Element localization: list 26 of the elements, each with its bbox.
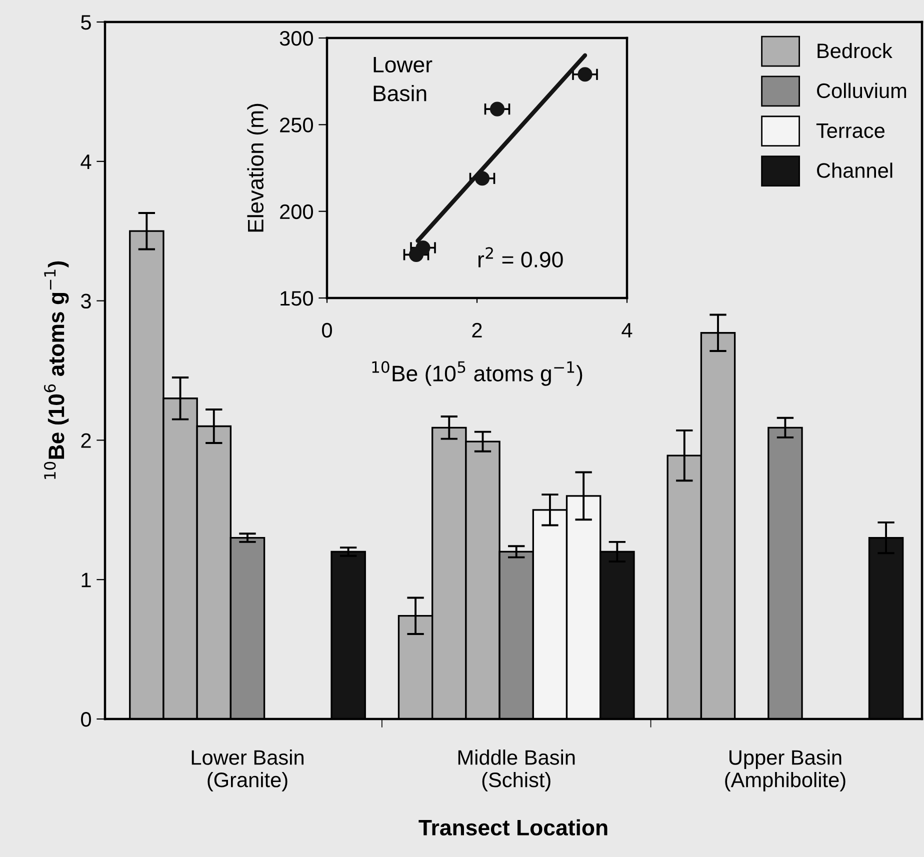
x-tick-label: Lower Basin (Granite) [192,750,304,792]
x-axis-title: $^{10}$Be (10$^{5}$ atoms g$^{−1}$) [372,361,582,386]
y-tick-label: 300 [280,31,313,46]
annotation: Lower Basin [374,57,432,102]
x-tick-label: 4 [622,323,632,338]
y-axis-title: $^{10}$Be (10$^{6}$ atoms g$^{−1}$) [44,261,69,479]
y-tick-label: 5 [81,15,91,30]
x-tick-label: 0 [322,322,332,338]
x-tick-label: Upper Basin (Amphibolite) [725,750,846,792]
y-tick-label: 3 [81,294,91,309]
x-tick-label: Middle Basin (Schist) [458,750,575,792]
legend-label: Terrace [816,124,884,138]
y-tick-label: 250 [280,118,313,132]
y-tick-label: 150 [280,291,313,306]
legend-label: Channel [817,162,892,178]
legend-label: Colluvium [817,82,906,98]
y-tick-label: 4 [80,154,92,169]
x-axis-title: Transect Location [418,819,608,836]
y-tick-label: 2 [81,433,91,448]
y-tick-label: 1 [82,572,91,588]
annotation: r$^{2}$ = 0.90 [478,247,563,268]
y-tick-label: 0 [81,712,91,727]
y-tick-label: 200 [280,204,313,220]
legend-label: Bedrock [818,42,892,58]
y-axis-title: Elevation (m) [247,104,268,232]
x-tick-label: 2 [472,322,482,338]
